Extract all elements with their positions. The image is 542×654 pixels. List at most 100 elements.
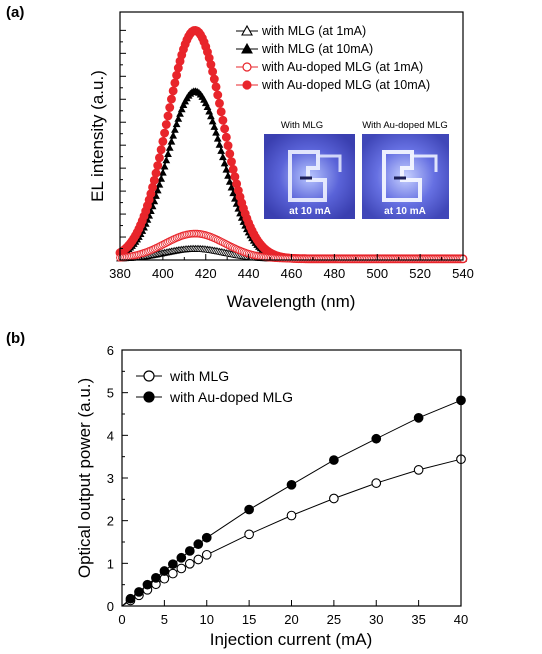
data-point [166,94,176,104]
legend-label: with Au-doped MLG (at 10mA) [261,78,430,92]
data-point [208,117,217,125]
data-point [201,549,212,560]
data-point [184,558,195,569]
legend-item-au-mlg: with Au-doped MLG [136,389,293,405]
x-tick-label: 500 [366,266,388,281]
x-tick-label: 15 [242,612,256,627]
data-point [219,153,227,161]
legend-item-au-mlg-1ma: with Au-doped MLG (at 1mA) [236,60,423,74]
x-tick-label: 20 [284,612,298,627]
data-point [164,150,172,158]
panel-b-plot: 0 5 10 15 20 25 30 35 40 0 1 2 3 4 5 6 [107,343,468,627]
data-point [155,180,164,188]
data-point [213,90,223,100]
data-point [207,112,215,120]
x-tick-label: 5 [161,612,168,627]
inset-2-title: With Au-doped MLG [362,120,448,131]
panel-b-label: (b) [6,330,25,347]
open-circle-marker [143,370,155,382]
data-point [329,455,339,465]
data-point [215,98,224,108]
data-point [158,136,168,146]
data-point [177,105,186,113]
data-point [215,140,224,148]
x-tick-label: 35 [411,612,425,627]
x-tick-label: 25 [327,612,341,627]
panel-a-plot: 380 400 420 440 460 480 500 520 540 [109,11,474,281]
data-point [286,479,297,490]
data-point [193,539,204,549]
legend-item-au-mlg-10ma: with Au-doped MLG (at 10mA) [236,78,430,92]
data-point [221,132,231,142]
x-tick-label: 460 [281,266,303,281]
data-point [222,165,231,173]
data-point [176,563,187,574]
inset-photo-mlg: at 10 mA [264,134,355,219]
x-tick-label: 480 [324,266,346,281]
data-point [160,162,169,170]
legend-label: with MLG [169,368,229,384]
data-point [151,168,161,178]
data-point [227,157,236,167]
data-point [167,137,176,145]
data-point [168,559,178,570]
data-point [172,120,181,128]
data-point [413,412,424,423]
data-point [211,82,221,92]
x-tick-label: 440 [238,266,260,281]
data-point [225,177,234,185]
data-point [169,131,178,139]
data-point [153,186,162,194]
data-point [163,111,173,121]
inset-photo-au-mlg: at 10 mA [362,134,449,219]
data-point [142,579,153,590]
data-point [168,86,178,96]
data-point [170,78,180,88]
filled-circle-marker [242,80,252,90]
panel-b-ticks: 0 5 10 15 20 25 30 35 40 0 1 2 3 4 5 6 [107,343,468,627]
filled-circle-marker [143,391,155,403]
data-point [165,103,175,112]
legend-item-mlg-1ma: with MLG (at 1mA) [236,24,366,38]
data-point [179,101,188,109]
x-tick-label: 540 [452,266,474,281]
data-point [125,593,136,604]
data-point [244,504,254,515]
data-point [165,143,174,151]
data-point [227,183,236,191]
data-point [149,175,159,185]
data-point [244,529,254,540]
x-tick-label: 0 [118,612,125,627]
data-point [159,566,170,576]
x-tick-label: 400 [152,266,174,281]
data-point [156,145,166,155]
inset-photos: With MLG With Au-doped MLG at 10 mA at 1… [264,120,449,219]
data-point [216,107,226,117]
x-tick-label: 10 [200,612,214,627]
data-point [371,478,382,488]
series-1 [121,395,466,607]
data-point [176,109,184,117]
inset-2-caption: at 10 mA [384,206,426,217]
data-point [208,67,218,77]
panel-b-series-layer [121,395,466,607]
data-point [228,164,238,174]
data-point [171,125,179,133]
x-tick-label: 380 [109,266,131,281]
data-point [210,122,219,130]
data-point [220,159,229,167]
panel-a-legend: with MLG (at 1mA) with MLG (at 10mA) wit… [236,24,430,92]
data-point [217,146,226,154]
y-tick-label: 1 [107,556,114,571]
legend-item-mlg-10ma: with MLG (at 10mA) [236,42,373,56]
x-tick-label: 40 [454,612,468,627]
y-tick-label: 2 [107,514,114,529]
y-tick-label: 4 [107,428,114,443]
panel-a-y-axis-label: EL intensity (a.u.) [88,70,107,202]
panel-a-x-axis-label: Wavelength (nm) [227,292,356,311]
data-point [193,554,204,565]
open-circle-marker [242,62,252,72]
legend-label: with Au-doped MLG [169,389,293,405]
legend-item-mlg: with MLG [136,368,229,384]
